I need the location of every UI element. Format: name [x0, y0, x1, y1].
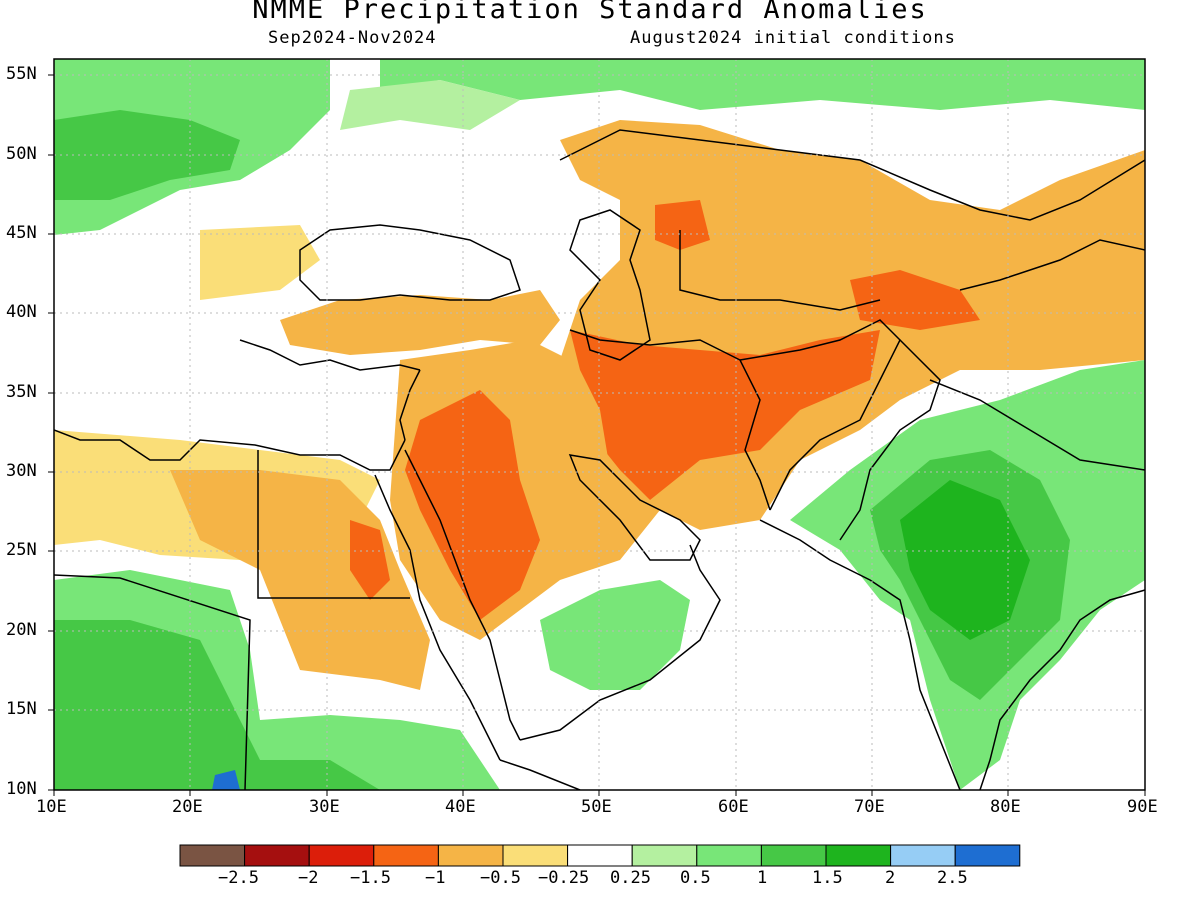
axis-ticks	[48, 74, 1146, 796]
legend-swatch	[244, 844, 310, 867]
lat-label-20n: 20N	[6, 620, 37, 640]
legend-label: 1	[757, 868, 768, 888]
legend-colorbar	[179, 844, 1021, 867]
lon-label-60e: 60E	[718, 797, 749, 817]
india-east-coast	[979, 589, 1145, 790]
tibet-border	[929, 379, 1145, 471]
lake-victoria	[212, 770, 240, 790]
anomaly-turkey-dry	[280, 290, 560, 355]
lon-label-50e: 50E	[581, 797, 612, 817]
lon-label-10e: 10E	[36, 797, 67, 817]
legend-label: 2.5	[937, 868, 968, 888]
anomaly-africa-wet-strong	[54, 620, 380, 790]
caspian-sea	[569, 209, 651, 361]
levant-coast	[399, 369, 421, 441]
anomaly-red-sea-dry-strong	[350, 520, 390, 600]
legend-label: −0.5	[480, 868, 521, 888]
lat-label-40n: 40N	[6, 302, 37, 322]
red-sea-east	[404, 449, 521, 741]
anomaly-yemen-wet	[540, 580, 690, 690]
legend-swatch	[760, 844, 827, 867]
lat-label-15n: 15N	[6, 699, 37, 719]
anomaly-iran-dry	[570, 330, 880, 500]
legend-label: −2	[298, 868, 319, 888]
lat-label-10n: 10N	[6, 779, 37, 799]
anomaly-caucasus-dry	[200, 225, 320, 300]
legend-label: −2.5	[218, 868, 259, 888]
legend-label: 1.5	[812, 868, 843, 888]
persian-gulf	[568, 454, 701, 561]
map-title: NMME Precipitation Standard Anomalies	[252, 0, 928, 25]
legend-label: 0.5	[680, 868, 711, 888]
north-africa-coast	[54, 429, 406, 471]
turkey-south-coast	[239, 339, 421, 371]
legend-swatch	[631, 844, 698, 867]
pakistan-india-border	[839, 339, 941, 541]
kazakhstan-border	[559, 129, 1145, 221]
lat-label-45n: 45N	[6, 223, 37, 243]
lon-label-40e: 40E	[445, 797, 476, 817]
lat-label-35n: 35N	[6, 382, 37, 402]
arabian-peninsula-coast	[519, 544, 721, 741]
uzbek-border	[679, 230, 881, 311]
gridlines	[54, 59, 1145, 790]
coastlines	[54, 129, 1145, 790]
legend-label: −1	[425, 868, 446, 888]
legend-swatch	[567, 844, 633, 867]
red-sea-west	[374, 474, 501, 761]
lat-label-50n: 50N	[6, 144, 37, 164]
lat-label-55n: 55N	[6, 64, 37, 84]
anomaly-tajik-dry-strong	[850, 270, 980, 330]
legend-swatch	[825, 844, 892, 867]
legend-swatch	[308, 844, 375, 867]
lon-label-20e: 20E	[172, 797, 203, 817]
legend-swatch	[502, 844, 569, 867]
initial-conditions: August2024 initial conditions	[630, 28, 956, 48]
legend-label: −0.25	[538, 868, 590, 888]
legend-swatch	[954, 844, 1021, 867]
legend-swatch	[373, 844, 439, 867]
legend-label: −1.5	[350, 868, 391, 888]
anomaly-india-wet-core	[900, 480, 1030, 640]
anomaly-field	[54, 59, 1145, 790]
afghan-border	[739, 319, 901, 511]
legend-swatch	[696, 844, 762, 867]
legend-swatch	[890, 844, 956, 867]
anomaly-europe-wet-strong	[54, 110, 240, 200]
legend-label: 2	[885, 868, 896, 888]
chad-border	[54, 574, 251, 790]
lon-label-90e: 90E	[1127, 797, 1158, 817]
anomaly-kazakhstan-dry-strong	[655, 200, 710, 250]
lon-label-80e: 80E	[990, 797, 1021, 817]
lon-label-70e: 70E	[854, 797, 885, 817]
china-border	[959, 239, 1145, 291]
anomaly-arabia-dry-strong	[405, 390, 540, 620]
lon-label-30e: 30E	[309, 797, 340, 817]
legend-swatch	[179, 844, 246, 867]
sudan-libya-border	[257, 450, 410, 599]
lat-label-25n: 25N	[6, 540, 37, 560]
lat-label-30n: 30N	[6, 461, 37, 481]
forecast-period: Sep2024-Nov2024	[268, 28, 437, 48]
anomaly-north-wet	[380, 59, 1145, 110]
anomaly-north-light-wet	[340, 80, 520, 130]
legend-label: 0.25	[610, 868, 651, 888]
horn-of-africa	[499, 759, 581, 790]
legend-swatch	[437, 844, 504, 867]
india-west-coast	[759, 519, 961, 790]
